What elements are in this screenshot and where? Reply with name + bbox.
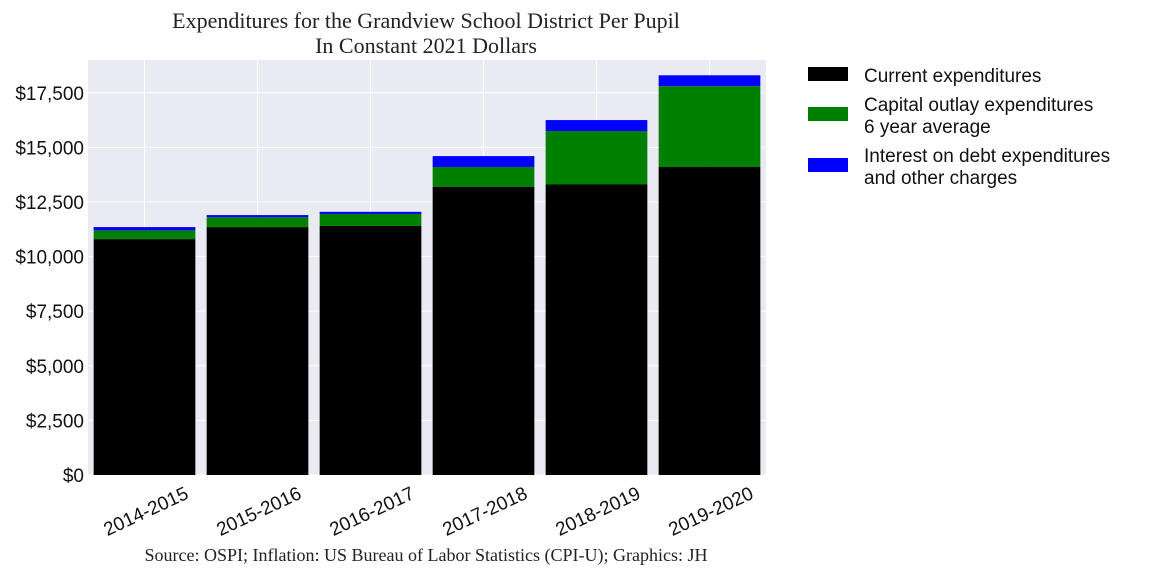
y-tick-label: $12,500 xyxy=(15,193,84,214)
bars xyxy=(93,75,761,476)
x-axis: 2014-2015 2015-2016 2016-2017 2017-2018 2018… xyxy=(101,483,757,540)
x-tick-label: 2018-2019 xyxy=(553,483,644,540)
y-tick-label: $7,500 xyxy=(26,302,84,323)
bar-segment-interest xyxy=(206,215,309,218)
bar-segment-interest xyxy=(93,227,196,231)
y-tick-label: $5,000 xyxy=(26,357,84,378)
bar-segment-capital xyxy=(206,217,309,228)
bar-segment-interest xyxy=(545,120,648,131)
bar-segment-interest xyxy=(319,211,422,214)
y-tick-label: $0 xyxy=(63,466,84,487)
legend: Current expenditures Capital outlay expen… xyxy=(808,66,1110,189)
chart-title-line-1: Expenditures for the Grandview School Di… xyxy=(172,8,680,33)
bar-segment-capital xyxy=(319,213,422,226)
bar-segment-interest xyxy=(658,75,761,87)
y-tick-label: $15,000 xyxy=(15,138,84,159)
legend-swatch xyxy=(808,107,848,121)
bar-segment-current xyxy=(206,227,309,475)
legend-label: Capital outlay expenditures 6 year averag… xyxy=(864,95,1093,138)
legend-swatch xyxy=(808,67,848,81)
bar-segment-current xyxy=(432,186,535,475)
source-note: Source: OSPI; Inflation: US Bureau of La… xyxy=(145,545,708,566)
legend-label: Interest on debt expenditures and other c… xyxy=(864,146,1110,189)
x-tick-label: 2019-2020 xyxy=(666,483,757,540)
y-tick-label: $10,000 xyxy=(15,248,84,269)
x-tick-label: 2014-2015 xyxy=(101,483,192,540)
x-tick-label: 2016-2017 xyxy=(327,483,418,540)
x-tick-label: 2017-2018 xyxy=(440,483,531,540)
legend-swatch xyxy=(808,158,848,172)
bar-segment-capital xyxy=(93,230,196,240)
bar-segment-current xyxy=(658,167,761,476)
y-tick-label: $2,500 xyxy=(26,411,84,432)
y-tick-label: $17,500 xyxy=(15,84,84,105)
chart-title-line-2: In Constant 2021 Dollars xyxy=(315,33,537,58)
legend-label: Current expenditures xyxy=(864,66,1041,87)
bar-segment-interest xyxy=(432,156,535,168)
plot-area xyxy=(88,60,766,475)
bar-segment-current xyxy=(93,239,196,475)
bar-segment-current xyxy=(545,184,648,475)
bar-segment-current xyxy=(319,226,422,475)
y-axis: $0 $2,500 $5,000 $7,500 $10,000 $12,500 $15,00… xyxy=(15,84,84,487)
bar-segment-capital xyxy=(432,167,535,187)
bar-segment-capital xyxy=(658,86,761,168)
bar-segment-capital xyxy=(545,130,648,185)
x-tick-label: 2015-2016 xyxy=(214,483,305,540)
